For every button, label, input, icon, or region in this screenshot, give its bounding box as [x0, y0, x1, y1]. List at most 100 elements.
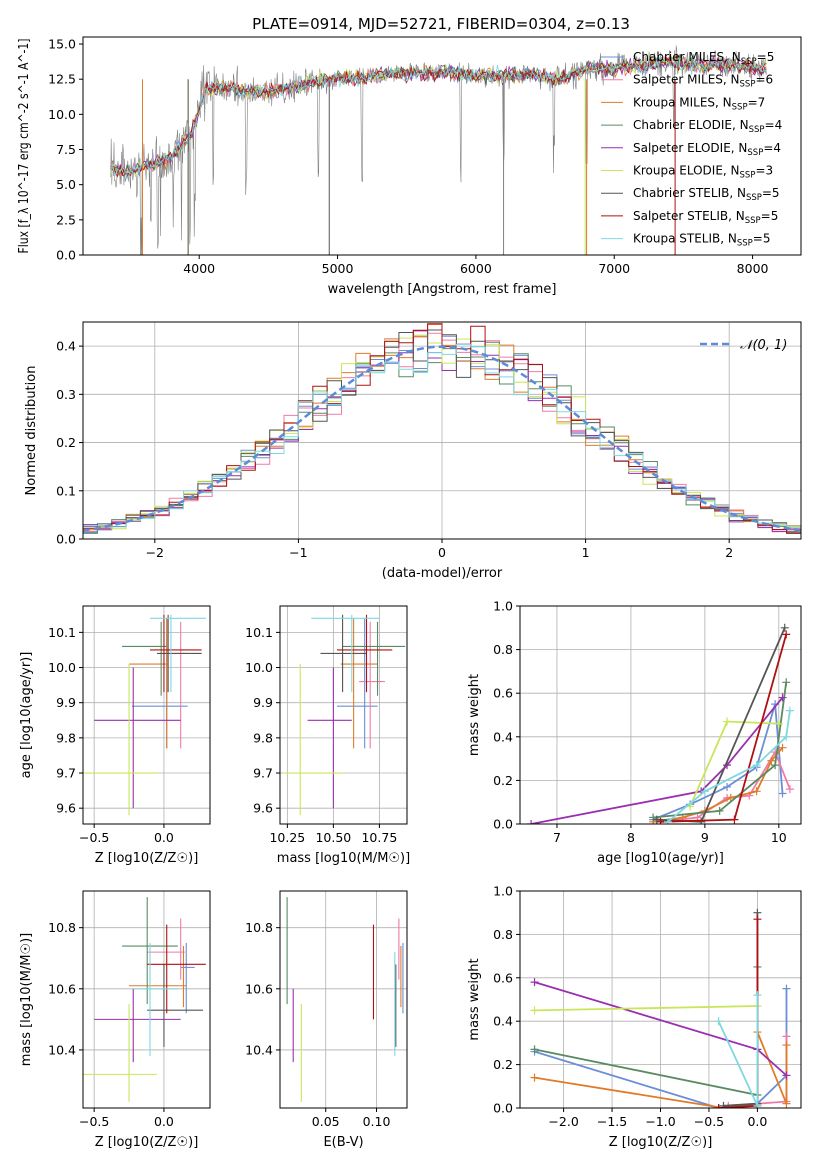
normal-curve: [83, 345, 801, 532]
weight-line-salpeter_elodie: [530, 697, 784, 824]
axes-frame: [519, 605, 802, 825]
y-tick-label: 10.8: [245, 920, 273, 935]
x-tick-label: −0.5: [79, 1114, 109, 1129]
weight-point-kroupa_elodie: [530, 1006, 539, 1015]
x-axis-label: Z [log10(Z/Z☉)]: [95, 1135, 199, 1150]
weight-point-kroupa_miles: [767, 756, 776, 765]
legend-subscript: SSP: [745, 216, 761, 226]
x-tick-label: 4000: [183, 261, 215, 276]
weight-point-kroupa_miles: [778, 743, 787, 752]
axes-frame: [279, 605, 408, 825]
legend-suffix: =5: [762, 186, 780, 200]
x-axis-label: Z [log10(Z/Z☉)]: [609, 1135, 713, 1150]
x-tick-label: 0.0: [154, 830, 174, 845]
weight-point-kroupa_miles: [752, 787, 761, 796]
weight-point-chabrier_elodie: [530, 1045, 539, 1054]
weight-point-chabrier_elodie: [771, 761, 780, 770]
x-tick-label: 7: [553, 830, 561, 845]
legend-subscript: SSP: [746, 193, 762, 203]
x-axis-label: Z [log10(Z/Z☉)]: [95, 851, 199, 866]
x-tick-label: −2: [146, 545, 164, 560]
y-tick-label: 9.9: [253, 695, 273, 710]
x-tick-label: 0: [438, 545, 446, 560]
weight-point-chabrier_elodie: [649, 813, 658, 822]
x-tick-label: 5000: [322, 261, 354, 276]
weight-point-chabrier_miles: [778, 789, 787, 798]
y-tick-label: 9.6: [56, 801, 76, 816]
age-vs-metallicity-panel: −0.5 0.0 9.6 9.7 9.8 9.9 10.0 10.1 Z [log10(Z/Z☉…: [19, 605, 211, 866]
y-tick-label: 15.0: [48, 37, 76, 52]
weight-point-salpeter_stelib: [656, 817, 665, 824]
spectrum-title: PLATE=0914, MJD=52721, FIBERID=0304, z=0…: [252, 15, 630, 33]
x-tick-label: 0.05: [312, 1114, 340, 1129]
y-tick-label: 9.7: [56, 766, 76, 781]
x-tick-label: −1.0: [645, 1114, 675, 1129]
legend-entry: Kroupa MILES, NSSP=7: [633, 95, 765, 112]
y-tick-label: 0.6: [493, 686, 513, 701]
x-axis-label: wavelength [Angstrom, rest frame]: [328, 282, 557, 297]
weight-point-kroupa_stelib: [663, 817, 672, 824]
plot-area: [527, 623, 794, 824]
y-tick-label: 10.6: [245, 981, 273, 996]
legend-entry: Salpeter MILES, NSSP=6: [633, 73, 773, 90]
axes-frame: [279, 890, 408, 1109]
model-line-chabrier_stelib: [110, 54, 767, 177]
plot-area: [83, 897, 206, 1102]
x-tick-label: 10.75: [361, 830, 397, 845]
weight-point-salpeter_stelib: [714, 1104, 723, 1108]
spectrum-panel: 4000 5000 6000 7000 8000 0.0 2.5 5.0 7.5 10.0 12.5…: [17, 36, 802, 297]
x-tick-label: 0.10: [363, 1114, 391, 1129]
weight-point-salpeter_miles: [782, 1032, 791, 1041]
x-tick-label: 10.25: [269, 830, 305, 845]
y-tick-label: 10.4: [48, 1042, 76, 1057]
weight-point-salpeter_stelib: [753, 915, 762, 924]
x-axis-label: E(B-V): [323, 1135, 363, 1150]
y-tick-label: 0.2: [56, 435, 76, 450]
weight-line-chabrier_stelib: [723, 912, 759, 1107]
weight-point-kroupa_stelib: [753, 991, 762, 1000]
y-tick-label: 10.8: [48, 920, 76, 935]
x-tick-label: 1: [582, 545, 590, 560]
legend-label: Kroupa MILES, N: [633, 95, 732, 109]
y-axis-label: mass weight: [467, 674, 482, 756]
y-tick-label: 2.5: [56, 212, 76, 227]
x-tick-label: 2: [725, 545, 733, 560]
y-tick-label: 1.0: [493, 599, 513, 614]
y-tick-label: 12.5: [48, 72, 76, 87]
legend-suffix: =4: [765, 118, 783, 132]
axes-frame: [82, 890, 211, 1109]
weight-point-kroupa_miles: [726, 793, 735, 802]
legend-label-normal: 𝒩(0, 1): [740, 338, 787, 353]
mass-vs-metallicity-panel: −0.5 0.0 10.4 10.6 10.8 Z [log10(Z/Z☉)] mass […: [19, 890, 211, 1150]
x-tick-label: −1: [289, 545, 307, 560]
y-tick-label: 9.7: [253, 766, 273, 781]
weight-point-chabrier_stelib: [780, 623, 789, 632]
y-axis-label: Normed distribution: [24, 366, 39, 496]
y-tick-label: 10.0: [48, 660, 76, 675]
y-tick-label: 0.0: [56, 248, 76, 263]
y-tick-label: 0.1: [56, 483, 76, 498]
y-tick-label: 10.0: [245, 660, 273, 675]
x-tick-label: 10.50: [315, 830, 351, 845]
model-line-kroupa_stelib: [110, 55, 767, 180]
x-tick-label: −0.5: [694, 1114, 724, 1129]
legend-suffix: =3: [755, 164, 773, 178]
y-tick-label: 9.8: [56, 730, 76, 745]
x-tick-label: −2.0: [548, 1114, 578, 1129]
weight-point-kroupa_stelib: [782, 732, 791, 741]
plot-area: [110, 45, 767, 255]
weight-vs-age-panel: 7 8 9 10 0.0 0.2 0.4 0.6 0.8 1.0 age [log10(age/yr…: [467, 599, 802, 866]
legend-entry: Kroupa ELODIE, NSSP=3: [633, 164, 773, 181]
y-tick-label: 9.8: [253, 730, 273, 745]
y-tick-label: 0.8: [493, 642, 513, 657]
y-tick-label: 5.0: [56, 177, 76, 192]
weight-point-salpeter_miles: [785, 785, 794, 794]
weight-line-kroupa_stelib: [717, 995, 759, 1107]
y-tick-label: 10.1: [48, 625, 76, 640]
weight-point-salpeter_stelib: [730, 815, 739, 824]
x-axis-label: (data-model)/error: [382, 566, 503, 581]
legend-subscript: SSP: [740, 80, 756, 90]
legend-label: Salpeter ELODIE, N: [633, 141, 747, 155]
residuals-panel: −2 −1 0 1 2 0.0 0.1 0.2 0.3 0.4 (data-model)/error…: [24, 321, 802, 581]
y-tick-label: 0.6: [493, 970, 513, 985]
